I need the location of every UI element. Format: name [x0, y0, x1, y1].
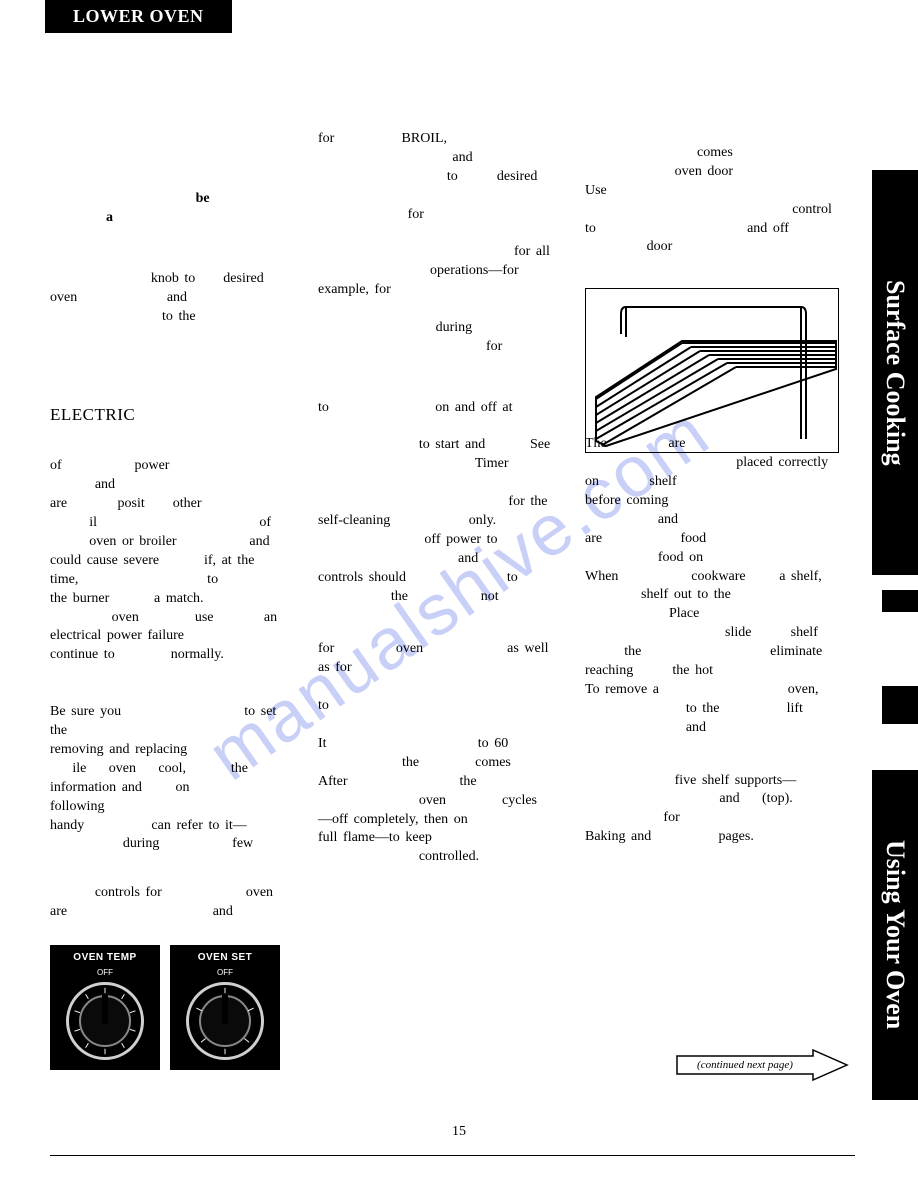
col3-p3: five shelf supports— and (top). for Baki… [585, 772, 840, 848]
knob2-label: OVEN SET [198, 951, 253, 965]
side-tab-spacer-2 [882, 686, 918, 724]
continued-text: (continued next page) [697, 1059, 793, 1071]
side-tab-using-oven: Using Your Oven [872, 770, 918, 1100]
column-3: comes oven door Use control to and off d… [585, 130, 840, 847]
col2-p1: for BROIL, and to desired for for all op… [318, 130, 573, 357]
column-1: be a knob to desired oven and to the ELE… [50, 130, 305, 922]
side-tab-surface-cooking: Surface Cooking [872, 170, 918, 575]
col2-p3: for oven as well as for to It to 60 the … [318, 640, 573, 867]
col1-heading: ELECTRIC [50, 404, 305, 427]
continued-arrow: (continued next page) [675, 1048, 850, 1089]
col3-p1: comes oven door Use control to and off d… [585, 144, 840, 257]
knob1-label: OVEN TEMP [73, 951, 136, 965]
col2-p2: to on and off at to start and See Timer … [318, 399, 573, 607]
knob1-ticks [69, 985, 141, 1057]
bottom-rule [50, 1155, 855, 1156]
knob-diagrams: OVEN TEMP OFF [50, 945, 280, 1070]
page-number: 15 [452, 1124, 466, 1140]
knob2-ticks [189, 985, 261, 1057]
knob-oven-temp: OVEN TEMP OFF [50, 945, 160, 1070]
col3-p2: The are placed correctly on shelf before… [585, 435, 840, 737]
col1-p3: of power and are posit other il of oven … [50, 457, 305, 665]
col1-p5: controls for oven are and [50, 884, 305, 922]
col1-p1: be a [50, 190, 305, 228]
col1-p2: knob to desired oven and to the [50, 270, 305, 327]
header-tab: LOWER OVEN [45, 0, 232, 33]
knob1-off: OFF [97, 968, 113, 979]
column-2: for BROIL, and to desired for for all op… [318, 130, 573, 867]
knob1-dial [66, 982, 144, 1060]
knob2-dial [186, 982, 264, 1060]
oven-shelf-diagram [585, 288, 839, 453]
col1-p4: Be sure you to set the removing and repl… [50, 703, 305, 854]
knob2-off: OFF [217, 968, 233, 979]
side-tab-spacer-1 [882, 590, 918, 612]
knob-oven-set: OVEN SET OFF [170, 945, 280, 1070]
shelf-svg [586, 289, 840, 454]
